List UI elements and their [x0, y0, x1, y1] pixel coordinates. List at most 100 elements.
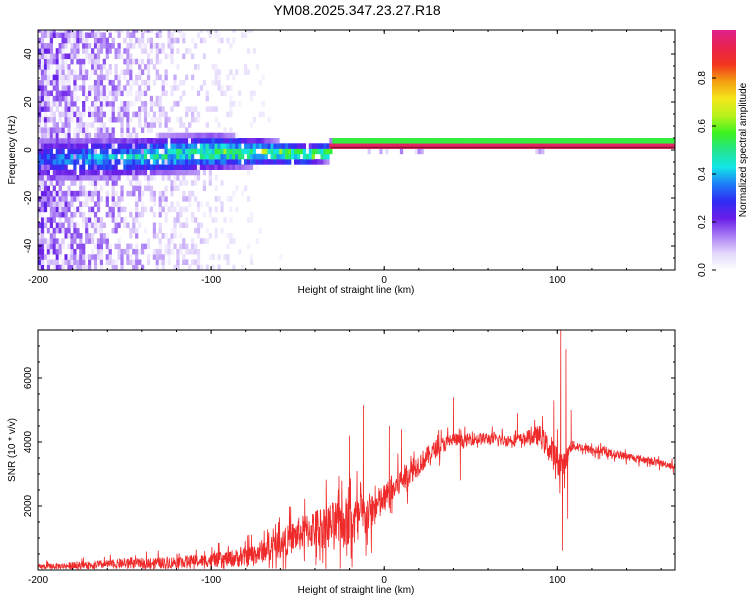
- spectrogram-cell: [173, 101, 177, 107]
- spectrogram-cell: [58, 169, 62, 176]
- spectrogram-cell: [229, 206, 233, 213]
- spectrogram-cell: [99, 43, 104, 49]
- spectrogram-cell: [246, 138, 251, 144]
- spectrogram-cell: [85, 201, 89, 207]
- spectrogram-cell: [632, 143, 636, 149]
- spectrogram-cell: [132, 32, 136, 38]
- spectrogram-cell: [347, 138, 351, 144]
- spectrogram-cell: [229, 95, 233, 102]
- spectrogram-cell: [58, 95, 62, 102]
- spectrogram-cell: [194, 64, 198, 70]
- spectrogram-cell: [46, 64, 51, 70]
- spectrogram-cell: [40, 74, 45, 81]
- spectrogram-cell: [249, 254, 254, 260]
- spectrogram-cell: [161, 48, 165, 54]
- spectrogram-cell: [179, 243, 183, 250]
- spectrogram-cell: [158, 201, 162, 207]
- spectrogram-cell: [288, 143, 292, 149]
- spectrogram-cell: [49, 138, 54, 144]
- spectrogram-cell: [105, 101, 109, 107]
- spectrogram-cell: [376, 138, 380, 144]
- spectrogram-cell: [188, 122, 192, 128]
- spectrogram-cell: [55, 201, 59, 207]
- spectrogram-cell: [170, 169, 174, 176]
- spectrogram-cell: [73, 90, 77, 97]
- spectrogram-cell: [99, 90, 104, 97]
- spectrogram-cell: [141, 164, 145, 170]
- spectrogram-cell: [167, 175, 171, 181]
- spectrogram-cell: [217, 153, 221, 160]
- spectrogram-cell: [135, 254, 139, 260]
- spectrogram-cell: [288, 148, 292, 155]
- spectrogram-cell: [93, 169, 98, 176]
- spectrogram-cell: [146, 74, 151, 81]
- spectrogram-cell: [64, 164, 68, 170]
- spectrogram-cell: [91, 64, 95, 70]
- spectrogram-cell: [335, 143, 339, 149]
- spectrogram-cell: [99, 238, 104, 244]
- spectrogram-cell: [117, 48, 121, 54]
- spectrogram-cell: [188, 106, 192, 112]
- spectrogram-cell: [194, 180, 198, 186]
- spectrogram-cell: [120, 206, 124, 213]
- spectrogram-cell: [105, 85, 109, 91]
- spectrogram-cell: [199, 143, 204, 149]
- spectrogram-cell: [173, 169, 177, 176]
- spectrogram-cell: [235, 164, 239, 170]
- spectrogram-cell: [61, 90, 65, 97]
- spectrogram-cell: [170, 201, 174, 207]
- spectrogram-cell: [61, 64, 65, 70]
- spectrogram-cell: [158, 206, 162, 213]
- spectrogram-cell: [588, 143, 592, 149]
- spectrogram-cell: [620, 143, 624, 149]
- spectrogram-cell: [267, 148, 271, 155]
- spectrogram-cell: [152, 122, 157, 128]
- spectrogram-cell: [52, 190, 56, 197]
- spectrogram-cell: [43, 90, 48, 97]
- spectrogram-cell: [52, 206, 56, 213]
- spectrogram-cell: [61, 74, 65, 81]
- spectrogram-cell: [261, 111, 265, 118]
- spectrogram-cell: [143, 111, 148, 118]
- spectrogram-cell: [85, 138, 89, 144]
- spectrogram-cell: [76, 227, 80, 234]
- spectrogram-cell: [52, 30, 56, 33]
- spectrogram-cell: [40, 106, 45, 112]
- spectrogram-cell: [155, 169, 159, 176]
- spectrogram-cell: [426, 138, 430, 144]
- spectrogram-cell: [40, 58, 45, 65]
- spectrogram-cell: [220, 180, 224, 186]
- spectrogram-cell: [158, 190, 162, 197]
- spectrogram-cell: [214, 138, 218, 144]
- spectrogram-cell: [199, 238, 204, 244]
- spectrogram-cell: [79, 190, 83, 197]
- spectrogram-cell: [270, 143, 274, 149]
- spectrogram-cell: [129, 259, 133, 265]
- spectrogram-cell: [38, 238, 42, 244]
- spectrogram-cell: [623, 138, 627, 144]
- spectrogram-cell: [52, 159, 56, 165]
- spectrogram-cell: [141, 43, 145, 49]
- spectrogram-cell: [308, 159, 312, 165]
- spectrogram-cell: [129, 116, 133, 123]
- spectrogram-cell: [600, 138, 604, 144]
- spectrogram-cell: [73, 159, 77, 165]
- spectrogram-cell: [173, 159, 177, 165]
- spectrogram-cell: [205, 153, 209, 160]
- spectrogram-cell: [105, 148, 109, 155]
- spectrogram-cell: [220, 132, 224, 139]
- spectrogram-cell: [82, 201, 86, 207]
- spectrogram-cell: [99, 227, 104, 234]
- spectrogram-cell: [96, 30, 101, 33]
- spectrogram-cell: [64, 175, 68, 181]
- spectrogram-cell: [211, 138, 215, 144]
- spectrogram-cell: [220, 37, 224, 44]
- spectrogram-cell: [641, 143, 645, 149]
- spectrogram-cell: [188, 138, 192, 144]
- spectrogram-cell: [326, 159, 330, 165]
- colorbar-tick-label: 0.4: [697, 167, 708, 181]
- spectrogram-cell: [102, 74, 106, 81]
- spectrogram-cell: [143, 175, 148, 181]
- spectrogram-cell: [149, 43, 154, 49]
- spectrogram-cell: [276, 143, 280, 149]
